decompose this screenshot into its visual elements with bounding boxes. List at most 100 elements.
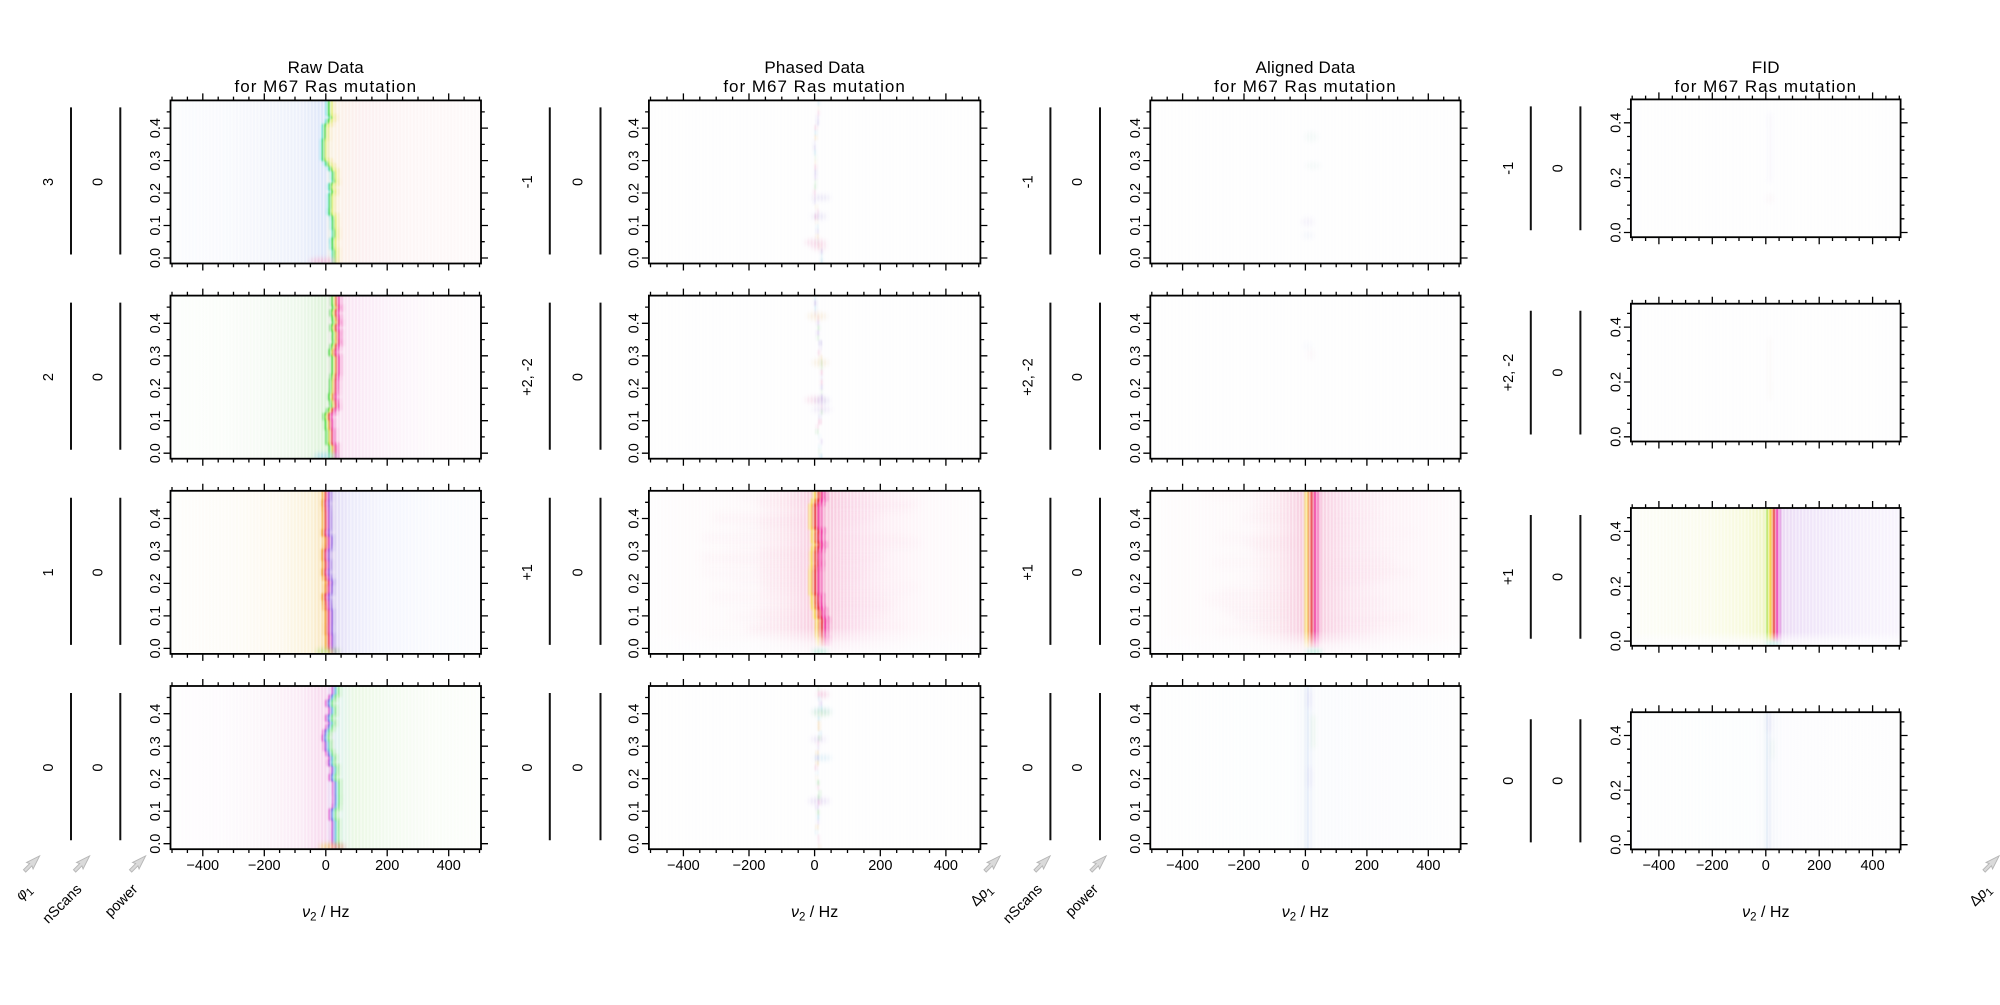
svg-text:0.4: 0.4 xyxy=(148,313,164,333)
svg-text:1: 1 xyxy=(41,568,57,576)
svg-text:−200: −200 xyxy=(733,858,766,874)
svg-text:0.3: 0.3 xyxy=(148,151,164,171)
svg-text:200: 200 xyxy=(868,858,892,874)
svg-text:0.3: 0.3 xyxy=(626,151,642,171)
svg-text:Phased Data: Phased Data xyxy=(764,58,865,77)
svg-text:0.1: 0.1 xyxy=(626,606,642,626)
svg-text:0.2: 0.2 xyxy=(626,183,642,203)
svg-text:0: 0 xyxy=(571,764,587,772)
svg-text:3: 3 xyxy=(41,178,57,186)
svg-text:0.4: 0.4 xyxy=(626,704,642,724)
svg-text:0: 0 xyxy=(90,568,106,576)
svg-text:0: 0 xyxy=(1070,373,1086,381)
svg-text:0.2: 0.2 xyxy=(626,573,642,593)
svg-text:+1: +1 xyxy=(1020,564,1036,581)
svg-text:0.0: 0.0 xyxy=(1128,834,1144,854)
svg-text:0.1: 0.1 xyxy=(148,411,164,431)
svg-text:0.4: 0.4 xyxy=(1128,118,1144,138)
svg-text:200: 200 xyxy=(375,858,399,874)
svg-text:0.0: 0.0 xyxy=(1608,835,1624,855)
svg-text:+2, -2: +2, -2 xyxy=(520,358,536,395)
svg-text:0.1: 0.1 xyxy=(148,606,164,626)
svg-text:0.1: 0.1 xyxy=(626,215,642,235)
svg-text:−200: −200 xyxy=(1696,858,1729,874)
svg-text:0.3: 0.3 xyxy=(1128,736,1144,756)
svg-text:0: 0 xyxy=(520,764,536,772)
svg-text:for M67 Ras mutation: for M67 Ras mutation xyxy=(235,77,418,96)
svg-text:0.4: 0.4 xyxy=(626,118,642,138)
svg-text:0.0: 0.0 xyxy=(148,638,164,658)
svg-text:0.1: 0.1 xyxy=(148,215,164,235)
svg-text:0.1: 0.1 xyxy=(1128,606,1144,626)
svg-text:0.3: 0.3 xyxy=(1128,346,1144,366)
svg-text:FID: FID xyxy=(1752,58,1780,77)
svg-text:0.0: 0.0 xyxy=(1128,248,1144,268)
svg-text:200: 200 xyxy=(1807,858,1831,874)
svg-text:0.3: 0.3 xyxy=(626,736,642,756)
svg-text:−400: −400 xyxy=(186,858,219,874)
svg-text:0.2: 0.2 xyxy=(626,378,642,398)
svg-text:0: 0 xyxy=(1301,858,1309,874)
svg-text:0: 0 xyxy=(571,568,587,576)
svg-text:0.3: 0.3 xyxy=(1128,541,1144,561)
svg-text:0.1: 0.1 xyxy=(626,801,642,821)
svg-text:0.0: 0.0 xyxy=(148,248,164,268)
svg-text:0.4: 0.4 xyxy=(1128,313,1144,333)
svg-text:0.3: 0.3 xyxy=(148,736,164,756)
svg-text:0.3: 0.3 xyxy=(626,346,642,366)
svg-text:0: 0 xyxy=(571,178,587,186)
svg-text:2: 2 xyxy=(41,373,57,381)
svg-text:ν2 / Hz: ν2 / Hz xyxy=(1742,904,1789,924)
svg-text:0.4: 0.4 xyxy=(1128,508,1144,528)
svg-text:0.4: 0.4 xyxy=(148,118,164,138)
svg-text:0.2: 0.2 xyxy=(1608,168,1624,188)
svg-text:0.4: 0.4 xyxy=(1608,113,1624,133)
svg-text:200: 200 xyxy=(1355,858,1379,874)
svg-text:0.2: 0.2 xyxy=(1128,378,1144,398)
svg-text:0.0: 0.0 xyxy=(626,443,642,463)
svg-text:0: 0 xyxy=(1550,369,1566,377)
svg-text:0.2: 0.2 xyxy=(148,573,164,593)
svg-text:0.2: 0.2 xyxy=(148,769,164,789)
svg-text:0.2: 0.2 xyxy=(1128,573,1144,593)
svg-text:0.2: 0.2 xyxy=(1608,576,1624,596)
svg-text:+2, -2: +2, -2 xyxy=(1020,358,1036,395)
svg-text:0: 0 xyxy=(571,373,587,381)
svg-text:−400: −400 xyxy=(667,858,700,874)
svg-text:400: 400 xyxy=(1416,858,1440,874)
svg-text:-1: -1 xyxy=(1020,175,1036,188)
svg-text:0.0: 0.0 xyxy=(626,248,642,268)
svg-text:0: 0 xyxy=(90,764,106,772)
svg-text:0: 0 xyxy=(811,858,819,874)
svg-text:−400: −400 xyxy=(1166,858,1199,874)
svg-text:0.1: 0.1 xyxy=(148,801,164,821)
svg-text:−200: −200 xyxy=(1228,858,1261,874)
svg-text:0.1: 0.1 xyxy=(626,411,642,431)
svg-text:0.3: 0.3 xyxy=(626,541,642,561)
svg-text:0.0: 0.0 xyxy=(1128,638,1144,658)
svg-text:400: 400 xyxy=(437,858,461,874)
svg-text:ν2 / Hz: ν2 / Hz xyxy=(1282,904,1329,924)
svg-text:+1: +1 xyxy=(520,564,536,581)
svg-text:0.4: 0.4 xyxy=(148,508,164,528)
svg-text:for M67 Ras mutation: for M67 Ras mutation xyxy=(723,77,906,96)
svg-text:0: 0 xyxy=(1070,764,1086,772)
svg-text:0.1: 0.1 xyxy=(1128,801,1144,821)
svg-text:0: 0 xyxy=(90,373,106,381)
svg-text:ν2 / Hz: ν2 / Hz xyxy=(302,904,349,924)
svg-text:0.2: 0.2 xyxy=(148,378,164,398)
svg-text:0.0: 0.0 xyxy=(148,834,164,854)
svg-text:0.0: 0.0 xyxy=(626,638,642,658)
svg-text:+1: +1 xyxy=(1501,569,1517,586)
svg-text:0.0: 0.0 xyxy=(626,834,642,854)
svg-text:0: 0 xyxy=(1762,858,1770,874)
svg-text:0.3: 0.3 xyxy=(148,346,164,366)
svg-text:0.4: 0.4 xyxy=(1608,521,1624,541)
svg-text:0.2: 0.2 xyxy=(148,183,164,203)
svg-text:Aligned Data: Aligned Data xyxy=(1256,58,1356,77)
svg-text:0.0: 0.0 xyxy=(1128,443,1144,463)
svg-text:-1: -1 xyxy=(1501,162,1517,175)
svg-text:0.2: 0.2 xyxy=(626,769,642,789)
svg-text:−400: −400 xyxy=(1643,858,1676,874)
svg-text:0.0: 0.0 xyxy=(1608,222,1624,242)
